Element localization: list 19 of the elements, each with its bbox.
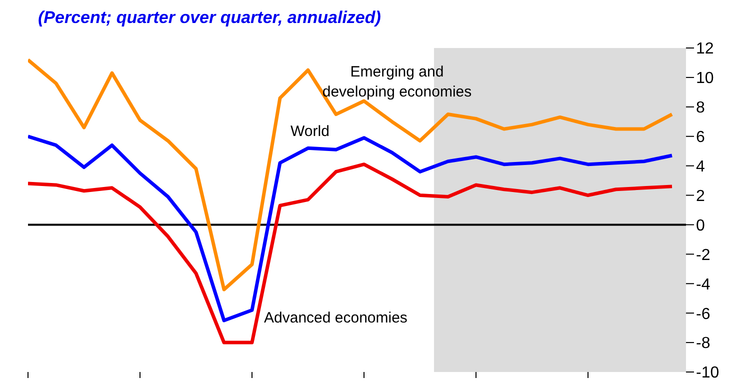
line-series xyxy=(28,162,674,344)
y-tick-label: -2 xyxy=(696,246,710,264)
series-label: Emerging and developing economies xyxy=(322,64,472,101)
y-tick-label: 0 xyxy=(696,217,705,234)
y-tick-label: -10 xyxy=(696,364,720,382)
line-series xyxy=(28,58,674,292)
y-tick-label: 2 xyxy=(696,188,705,205)
series-label: Advanced economies xyxy=(264,310,408,327)
y-tick-label: 12 xyxy=(696,40,714,58)
series-label: World xyxy=(290,123,330,140)
y-tick-label: 8 xyxy=(696,100,705,117)
y-tick-label: -6 xyxy=(696,306,710,323)
y-tick-label: 10 xyxy=(696,70,714,88)
y-tick-label: 6 xyxy=(696,129,705,146)
y-tick-label: -4 xyxy=(696,276,710,294)
line-series xyxy=(28,134,674,322)
chart-title: (Percent; quarter over quarter, annualized) xyxy=(38,8,381,28)
y-tick-label: -8 xyxy=(696,335,710,352)
y-tick-label: 4 xyxy=(696,158,705,176)
